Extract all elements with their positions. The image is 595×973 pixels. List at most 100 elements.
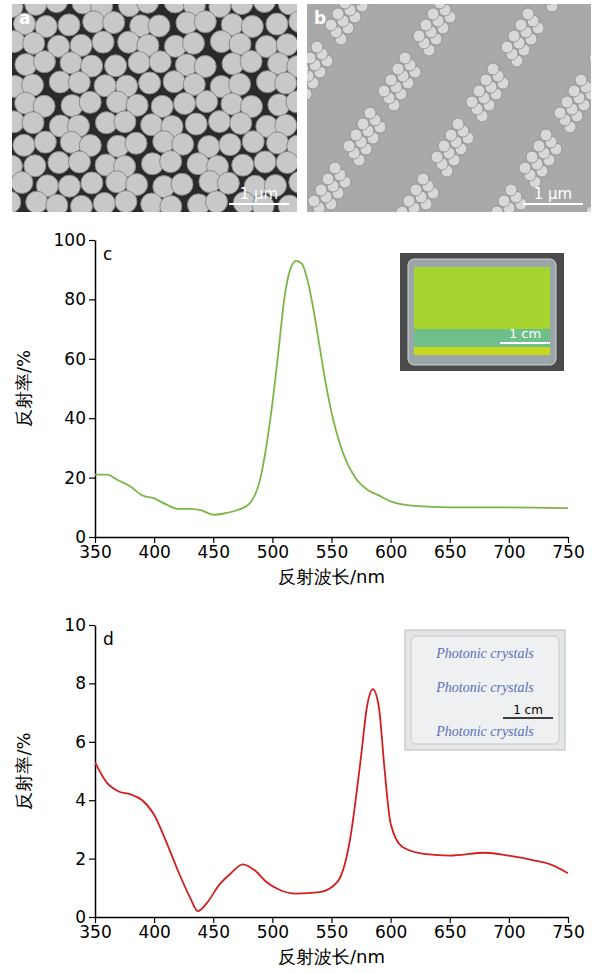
tick: 4 bbox=[75, 790, 95, 810]
tick: 40 bbox=[64, 408, 95, 428]
sphere bbox=[58, 14, 80, 36]
y-axis-title: 反射率/% bbox=[13, 732, 34, 809]
sphere bbox=[413, 30, 425, 42]
tick-label: 100 bbox=[54, 230, 86, 250]
sphere bbox=[343, 140, 355, 152]
sphere bbox=[329, 162, 341, 174]
sphere bbox=[311, 41, 323, 53]
sphere bbox=[229, 73, 251, 95]
tick: 8 bbox=[75, 673, 95, 693]
sphere bbox=[266, 132, 288, 154]
sphere bbox=[480, 74, 492, 86]
tick: 80 bbox=[64, 289, 95, 309]
photo-ground bbox=[405, 630, 565, 750]
panel-label: a bbox=[19, 8, 30, 28]
sphere bbox=[308, 195, 320, 207]
tick: 500 bbox=[257, 537, 289, 562]
sphere bbox=[60, 52, 82, 74]
sphere bbox=[357, 118, 369, 130]
tick-mark bbox=[89, 537, 95, 538]
sphere bbox=[417, 173, 429, 185]
y-axis: 020406080100 bbox=[54, 230, 96, 547]
scale-bar-label: 1 cm bbox=[513, 703, 543, 717]
sphere bbox=[139, 72, 161, 94]
sphere bbox=[12, 172, 33, 194]
tick: 700 bbox=[493, 917, 525, 942]
image-ground bbox=[307, 4, 591, 212]
sphere bbox=[339, 4, 351, 9]
sphere bbox=[541, 4, 553, 5]
sphere bbox=[438, 140, 450, 152]
sphere bbox=[515, 19, 527, 31]
sphere bbox=[307, 52, 316, 64]
tick-label: 700 bbox=[493, 922, 525, 942]
tick: 750 bbox=[552, 917, 584, 942]
tick-label: 6 bbox=[75, 732, 86, 752]
sphere bbox=[118, 31, 140, 53]
tick-label: 750 bbox=[552, 542, 584, 562]
sphere bbox=[351, 4, 363, 5]
sphere bbox=[103, 12, 125, 34]
tick-label: 10 bbox=[64, 615, 86, 635]
tick: 500 bbox=[257, 917, 289, 942]
sphere bbox=[81, 172, 103, 194]
sphere bbox=[445, 129, 457, 141]
tick-label: 4 bbox=[75, 790, 86, 810]
sphere bbox=[286, 91, 297, 113]
x-axis: 350400450500550600650700750 bbox=[79, 537, 584, 562]
y-axis: 0246810 bbox=[64, 615, 95, 927]
spectrum-line bbox=[95, 261, 568, 515]
scale-bar-label: 1 cm bbox=[509, 326, 541, 341]
film-edge bbox=[414, 347, 550, 355]
sphere bbox=[141, 193, 163, 212]
tick: 650 bbox=[434, 917, 466, 942]
sphere bbox=[230, 112, 252, 134]
tick-label: 650 bbox=[434, 542, 466, 562]
sphere bbox=[289, 171, 297, 193]
tick: 60 bbox=[64, 349, 95, 369]
tick-mark bbox=[89, 240, 95, 241]
inset-photo: 1 cm bbox=[400, 253, 564, 371]
tick-mark bbox=[89, 800, 95, 801]
sphere bbox=[125, 132, 147, 154]
tick: 450 bbox=[198, 917, 230, 942]
sphere bbox=[403, 195, 415, 207]
sphere bbox=[58, 175, 80, 197]
sphere bbox=[378, 85, 390, 97]
sphere bbox=[350, 129, 362, 141]
tick-mark bbox=[89, 742, 95, 743]
sphere bbox=[92, 31, 114, 53]
sphere bbox=[399, 52, 411, 64]
sphere bbox=[160, 196, 182, 212]
sphere bbox=[60, 131, 82, 153]
sphere bbox=[83, 11, 105, 33]
sphere bbox=[315, 184, 327, 196]
tick-label: 650 bbox=[434, 922, 466, 942]
sphere bbox=[217, 172, 239, 194]
sphere bbox=[115, 191, 137, 212]
tick-label: 550 bbox=[316, 542, 348, 562]
tick-label: 80 bbox=[64, 289, 86, 309]
sphere bbox=[431, 151, 443, 163]
tick-label: 400 bbox=[138, 542, 170, 562]
sphere bbox=[307, 88, 312, 100]
inset-photo: Photonic crystalsPhotonic crystalsPhoton… bbox=[405, 630, 565, 750]
axis-line bbox=[95, 241, 97, 538]
sphere bbox=[163, 71, 185, 93]
sphere bbox=[275, 72, 297, 94]
tick: 10 bbox=[64, 615, 95, 635]
tick: 400 bbox=[138, 917, 170, 942]
chart: 3504004505005506006507007500246810反射波长/n… bbox=[13, 615, 585, 967]
plot-area bbox=[95, 261, 568, 515]
tick-label: 0 bbox=[75, 907, 86, 927]
sphere bbox=[254, 151, 276, 173]
tick: 600 bbox=[375, 537, 407, 562]
tick-label: 60 bbox=[64, 349, 86, 369]
sphere bbox=[498, 195, 510, 207]
tick: 6 bbox=[75, 732, 95, 752]
sphere bbox=[174, 93, 196, 115]
sphere bbox=[276, 151, 297, 173]
sphere bbox=[26, 191, 48, 212]
sphere bbox=[148, 15, 170, 37]
sphere bbox=[22, 112, 44, 134]
